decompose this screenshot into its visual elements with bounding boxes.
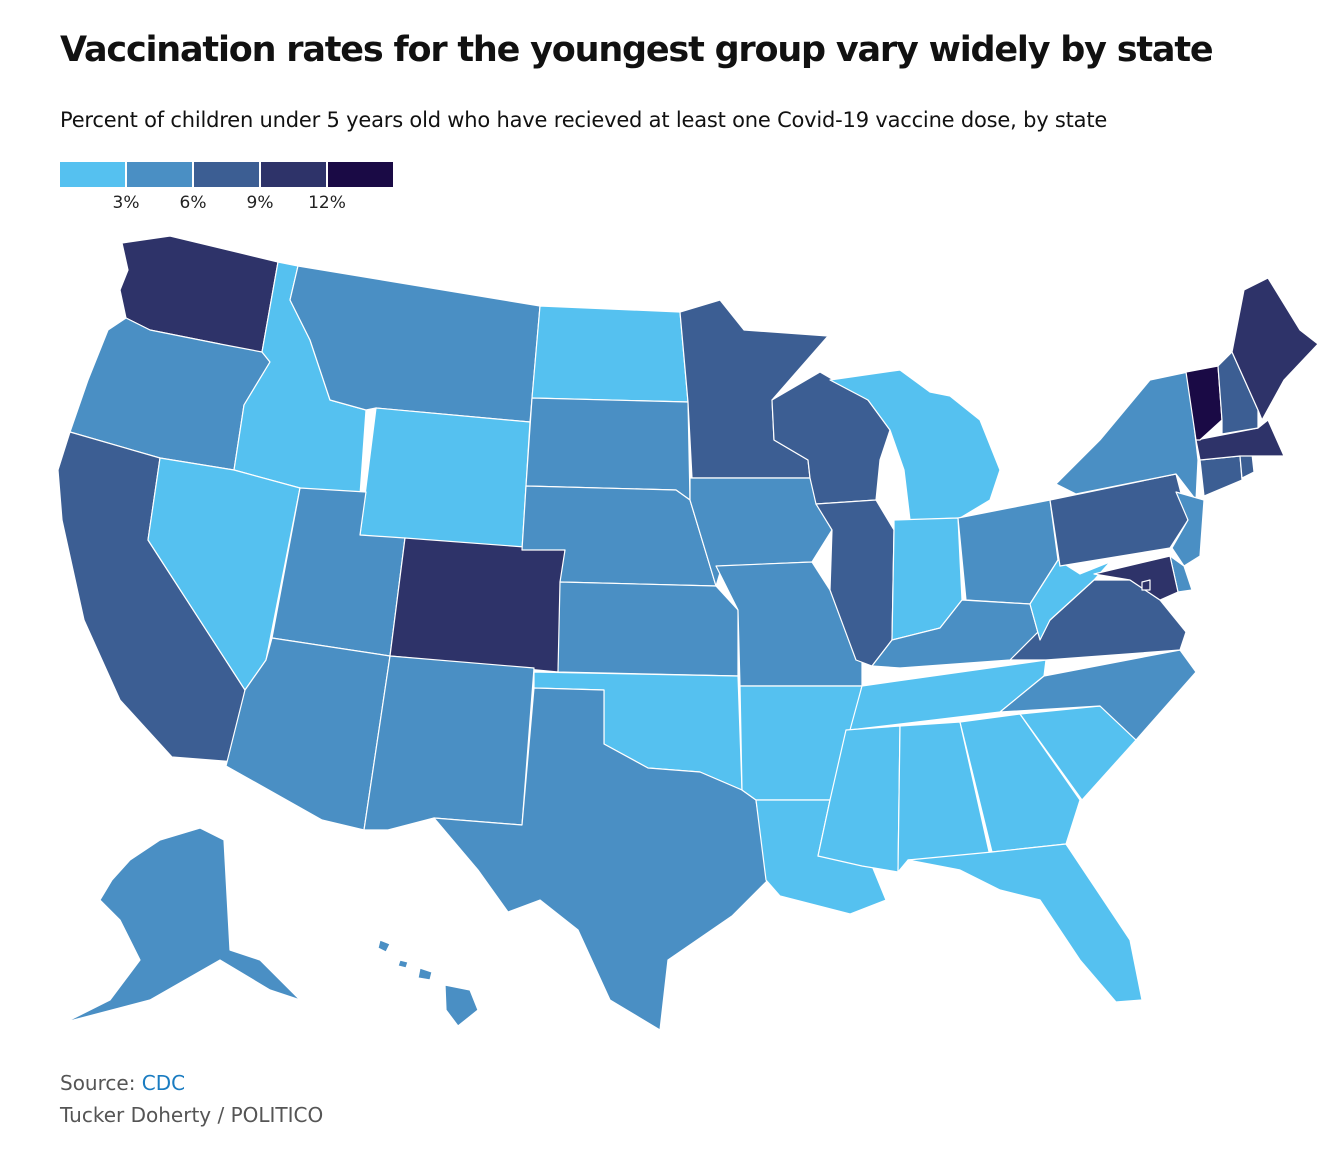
state-new-mexico[interactable]	[363, 655, 535, 831]
legend-tick-label: 12%	[308, 193, 346, 213]
state-missouri[interactable]	[715, 561, 863, 687]
source-link-cdc[interactable]: CDC	[141, 1071, 186, 1095]
legend-swatch-0	[60, 162, 125, 187]
state-connecticut[interactable]	[1199, 455, 1243, 497]
state-north-carolina[interactable]	[999, 649, 1197, 741]
state-michigan[interactable]	[829, 369, 1001, 521]
legend-tick-label: 6%	[179, 193, 207, 213]
legend-ticks: 3% 6% 9% 12%	[60, 187, 393, 217]
chart-subtitle: Percent of children under 5 years old wh…	[60, 108, 1108, 132]
state-texas[interactable]	[433, 687, 769, 1031]
state-maine[interactable]	[1231, 277, 1319, 421]
chart-title: Vaccination rates for the youngest group…	[60, 30, 1214, 70]
legend-swatch-1	[127, 162, 192, 187]
legend-swatch-4	[328, 162, 393, 187]
state-vermont[interactable]	[1185, 365, 1223, 441]
legend-tick-label: 9%	[246, 193, 274, 213]
state-florida[interactable]	[907, 843, 1143, 1003]
state-dc[interactable]	[1141, 579, 1151, 591]
credit-line: Tucker Doherty / POLITICO	[60, 1103, 324, 1127]
color-legend: 3% 6% 9% 12%	[60, 162, 393, 217]
state-rhode-island[interactable]	[1239, 453, 1255, 479]
state-georgia[interactable]	[959, 713, 1081, 853]
state-kansas[interactable]	[557, 581, 739, 677]
legend-swatches	[60, 162, 393, 187]
state-colorado[interactable]	[389, 537, 566, 673]
state-hawaii[interactable]	[377, 939, 479, 1027]
source-line: Source: CDC	[60, 1071, 185, 1095]
state-south-dakota[interactable]	[525, 397, 691, 501]
state-wyoming[interactable]	[359, 407, 531, 551]
legend-swatch-3	[261, 162, 326, 187]
state-massachusetts[interactable]	[1195, 419, 1285, 461]
state-alaska[interactable]	[65, 827, 301, 1023]
source-label: Source:	[60, 1071, 136, 1095]
legend-tick-label: 3%	[112, 193, 140, 213]
state-north-dakota[interactable]	[531, 305, 689, 403]
state-maryland[interactable]	[1093, 555, 1179, 601]
legend-swatch-2	[194, 162, 259, 187]
state-new-york[interactable]	[1055, 371, 1199, 501]
